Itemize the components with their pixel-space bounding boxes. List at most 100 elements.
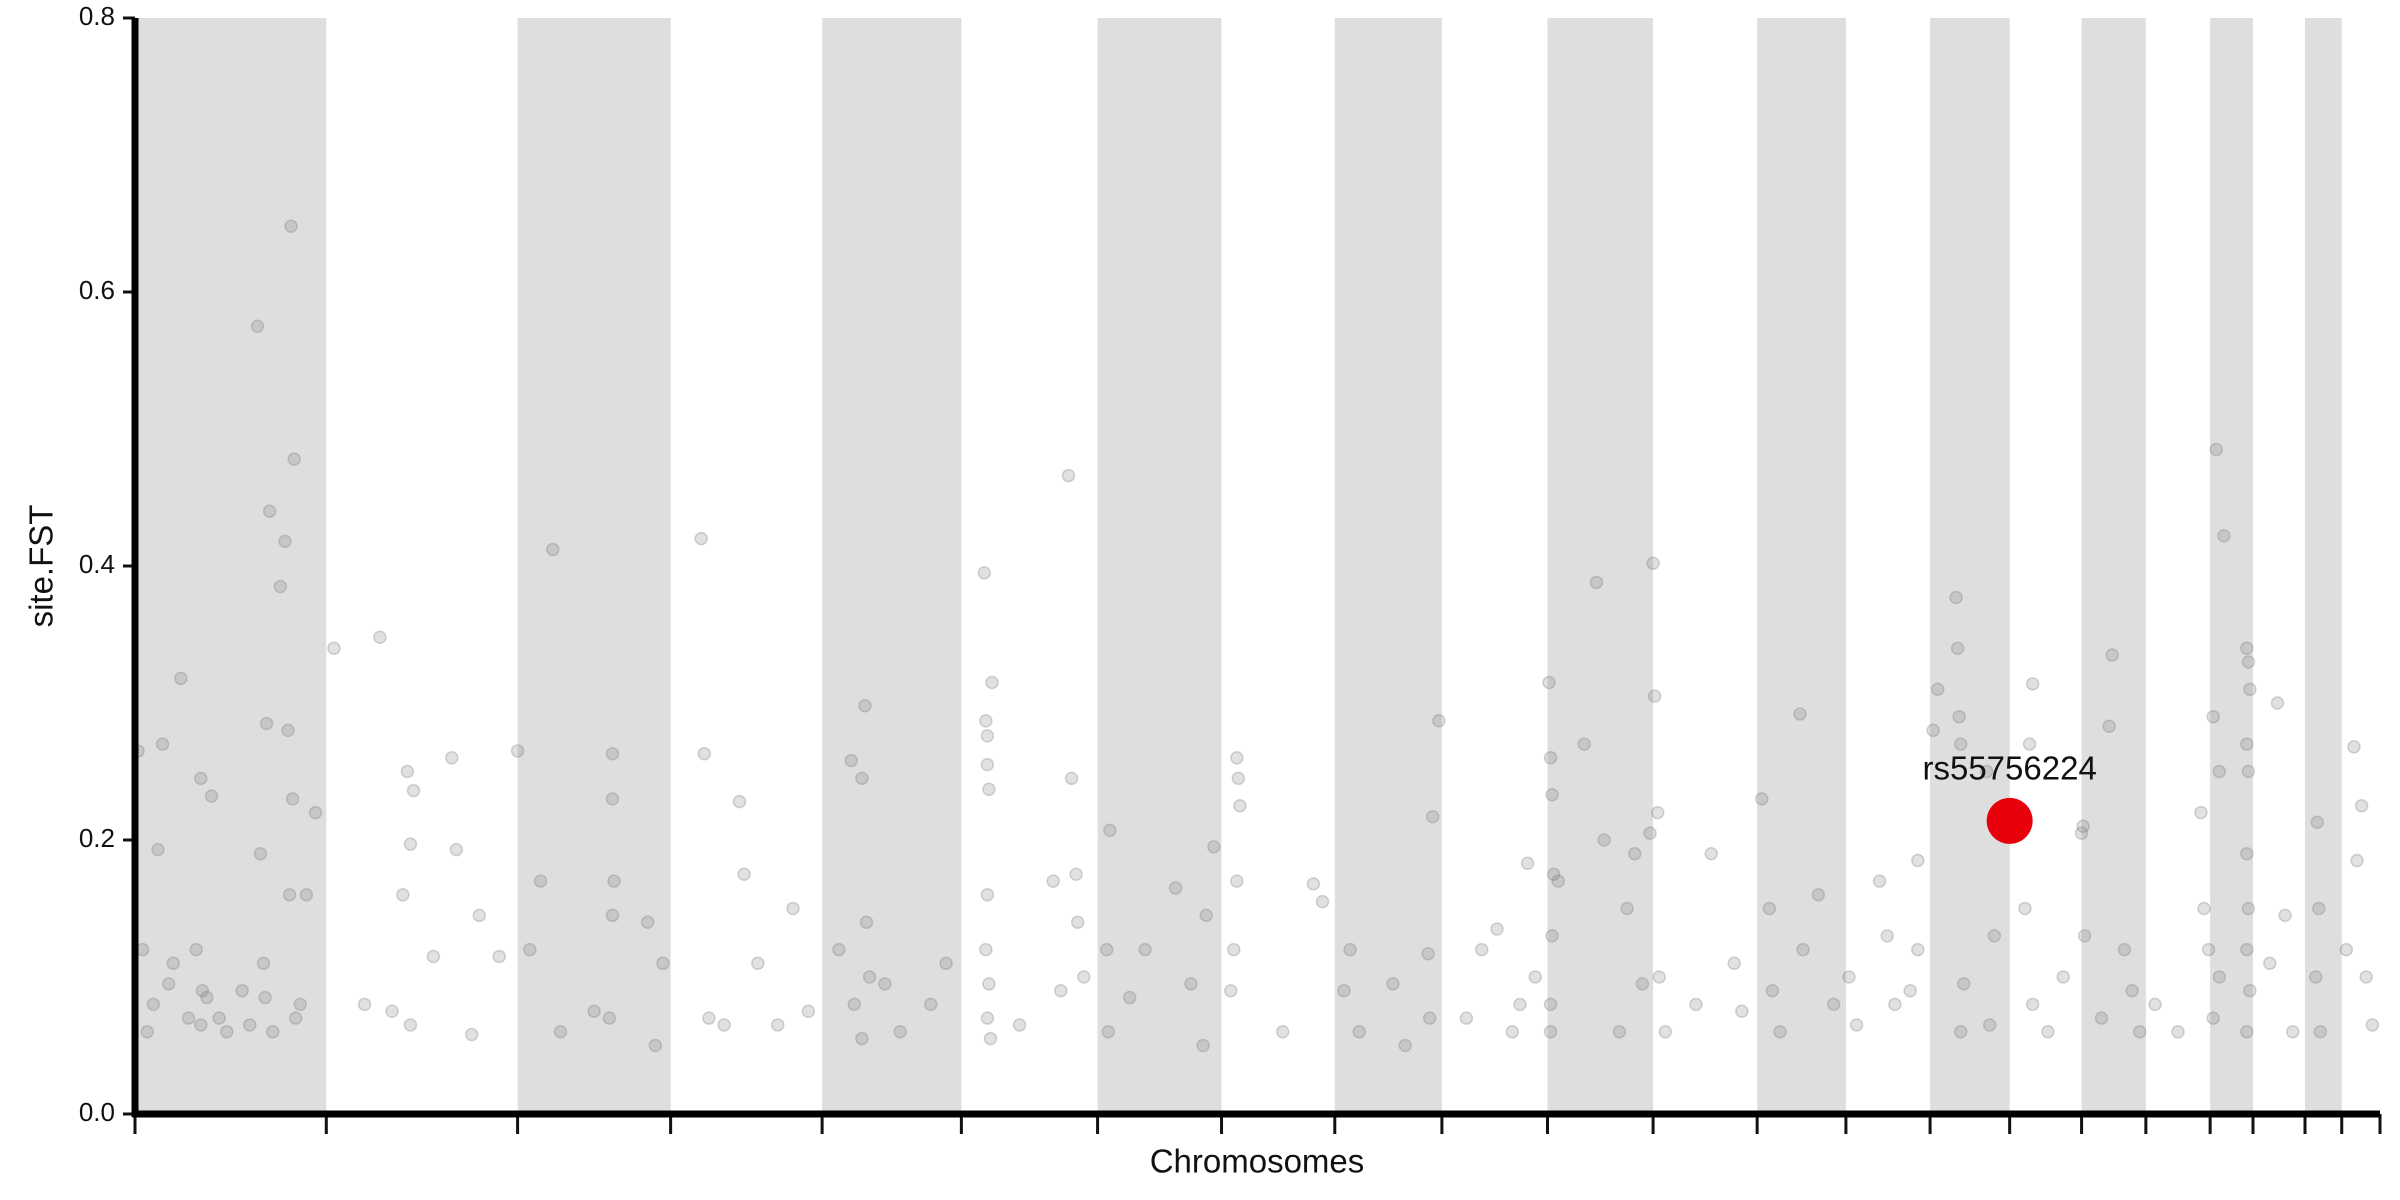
snp-point — [2217, 529, 2231, 543]
snp-point — [2074, 826, 2089, 840]
snp-point — [1635, 977, 1650, 991]
snp-point — [1012, 1018, 1027, 1032]
snp-point — [2350, 853, 2364, 868]
snp-point — [546, 542, 560, 557]
snp-point — [220, 1025, 234, 1039]
snp-point — [859, 915, 874, 929]
snp-point — [2241, 764, 2256, 779]
snp-point — [284, 219, 298, 233]
snp-point — [1543, 1025, 1558, 1039]
snp-point — [281, 723, 295, 738]
snp-point — [2212, 764, 2227, 779]
snp-point — [982, 977, 996, 991]
snp-point — [980, 757, 995, 772]
snp-point — [1689, 997, 1703, 1012]
snp-point — [640, 915, 655, 929]
snp-point — [2347, 740, 2361, 754]
snp-point — [1811, 888, 1826, 902]
snp-point — [373, 630, 387, 644]
snp-point — [256, 956, 271, 971]
y-tick-label: 0.2 — [79, 823, 115, 853]
snp-point — [1230, 874, 1244, 888]
snp-point — [426, 949, 441, 964]
snp-point — [605, 746, 620, 761]
snp-point — [737, 867, 751, 881]
snp-point — [2310, 815, 2325, 829]
snp-point — [1542, 675, 1556, 690]
snp-point — [1643, 826, 1657, 840]
chromosome-band — [2305, 18, 2342, 1114]
snp-point — [862, 970, 877, 984]
snp-point — [181, 1011, 196, 1025]
snp-point — [697, 746, 712, 761]
snp-point — [702, 1011, 716, 1025]
highlight-point — [1986, 797, 2033, 844]
snp-point — [253, 846, 268, 861]
snp-point — [1658, 1025, 1673, 1039]
snp-point — [2243, 682, 2257, 697]
snp-point — [285, 792, 300, 806]
snp-point — [1528, 970, 1543, 984]
snp-point — [1704, 846, 1718, 861]
y-tick-label: 0.6 — [79, 275, 115, 305]
snp-point — [1315, 894, 1330, 909]
snp-point — [1230, 751, 1244, 765]
snp-point — [2056, 970, 2070, 984]
snp-point — [893, 1025, 907, 1039]
snp-point — [2312, 901, 2326, 916]
y-tick-label: 0.0 — [79, 1097, 115, 1127]
snp-point — [858, 698, 872, 713]
snp-point — [1184, 977, 1198, 991]
snp-point — [155, 737, 170, 751]
snp-point — [2240, 641, 2254, 655]
snp-point — [732, 794, 747, 809]
snp-point — [1233, 799, 1247, 813]
snp-point — [1545, 929, 1559, 943]
snp-point — [2263, 956, 2277, 971]
snp-point — [1069, 867, 1083, 881]
snp-point — [855, 771, 869, 786]
snp-point — [1061, 468, 1076, 483]
snp-point — [1199, 908, 1213, 923]
chromosome-band — [2081, 18, 2146, 1114]
snp-point — [2025, 997, 2040, 1012]
snp-point — [1546, 867, 1561, 881]
snp-point — [174, 671, 188, 686]
chromosome-band — [1097, 18, 1222, 1114]
snp-point — [510, 744, 525, 758]
snp-point — [2206, 709, 2220, 724]
snp-point — [1589, 575, 1604, 590]
snp-point — [2308, 970, 2323, 984]
snp-point — [2354, 799, 2369, 813]
snp-point — [2241, 655, 2256, 669]
snp-point — [2212, 970, 2227, 984]
snp-point — [449, 842, 464, 857]
snp-point — [1551, 874, 1565, 888]
snp-point — [855, 1031, 869, 1046]
snp-point — [1077, 970, 1091, 984]
snp-point — [1070, 915, 1085, 929]
snp-point — [1577, 737, 1591, 751]
snp-point — [1227, 942, 1241, 957]
chromosome-band — [1334, 18, 1442, 1114]
snp-point — [1101, 1025, 1116, 1039]
snp-point — [2105, 648, 2119, 662]
snp-point — [1647, 689, 1662, 703]
snp-point — [2313, 1025, 2328, 1039]
chromosome-band — [822, 18, 962, 1114]
chromosome-band — [1757, 18, 1846, 1114]
snp-point — [1773, 1025, 1787, 1039]
y-tick-label: 0.8 — [79, 1, 115, 31]
snp-point — [2148, 997, 2162, 1012]
snp-point — [2025, 677, 2040, 691]
snp-point — [406, 783, 421, 798]
snp-point — [403, 837, 418, 851]
snp-point — [983, 1031, 998, 1046]
snp-point — [844, 753, 858, 768]
snp-point — [607, 874, 621, 888]
snp-point — [2197, 901, 2211, 916]
snp-point — [1949, 590, 1963, 605]
snp-point — [533, 874, 548, 888]
snp-point — [2209, 442, 2224, 457]
